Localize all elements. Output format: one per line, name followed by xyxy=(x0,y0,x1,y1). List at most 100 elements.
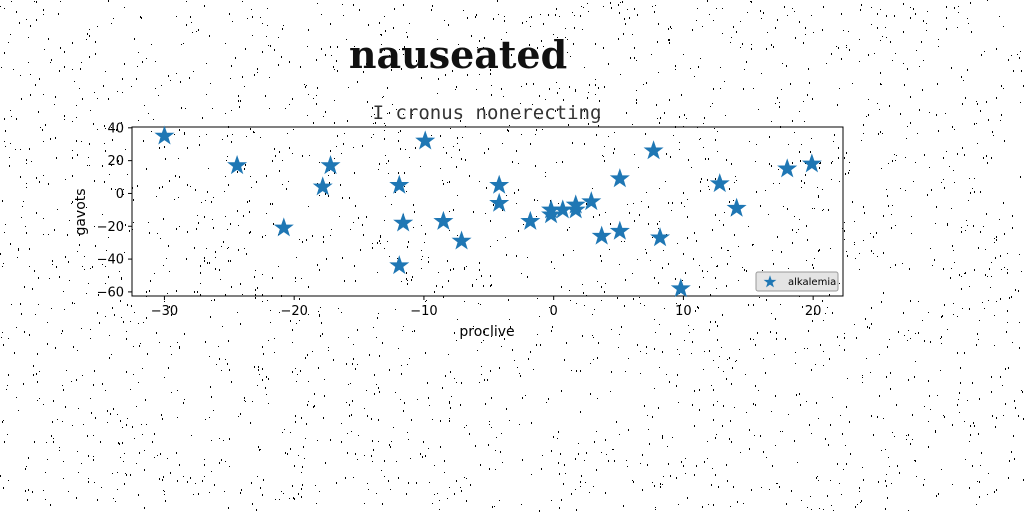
speckle-dot xyxy=(921,41,922,43)
speckle-dot xyxy=(105,150,106,152)
speckle-dot xyxy=(658,23,659,25)
speckle-dot xyxy=(675,65,676,67)
speckle-dot xyxy=(353,222,354,223)
speckle-dot xyxy=(753,244,754,245)
speckle-dot xyxy=(54,229,55,231)
speckle-dot xyxy=(886,15,887,17)
speckle-dot xyxy=(596,469,597,471)
speckle-dot xyxy=(312,235,313,237)
speckle-dot xyxy=(521,86,522,87)
speckle-dot xyxy=(351,414,352,416)
speckle-dot xyxy=(521,134,522,135)
speckle-dot xyxy=(854,324,855,325)
speckle-dot xyxy=(109,335,110,336)
speckle-dot xyxy=(598,125,599,127)
speckle-dot xyxy=(76,105,77,106)
speckle-dot xyxy=(931,189,932,191)
speckle-dot xyxy=(33,374,34,376)
speckle-dot xyxy=(941,182,942,183)
speckle-dot xyxy=(133,346,134,347)
speckle-dot xyxy=(974,269,975,271)
speckle-dot xyxy=(363,234,364,236)
speckle-dot xyxy=(449,487,450,488)
speckle-dot xyxy=(16,11,17,13)
speckle-dot xyxy=(1007,269,1008,270)
speckle-dot xyxy=(177,390,178,391)
speckle-dot xyxy=(673,135,674,136)
speckle-dot xyxy=(204,216,205,218)
speckle-dot xyxy=(227,248,228,249)
speckle-dot xyxy=(154,273,155,274)
speckle-dot xyxy=(753,403,754,405)
speckle-dot xyxy=(987,162,988,164)
data-point xyxy=(609,220,630,240)
speckle-dot xyxy=(867,326,868,328)
speckle-dot xyxy=(175,175,176,177)
speckle-dot xyxy=(429,482,430,483)
speckle-dot xyxy=(689,332,690,333)
speckle-dot xyxy=(142,434,143,435)
speckle-dot xyxy=(938,130,939,132)
speckle-dot xyxy=(755,404,756,406)
speckle-dot xyxy=(89,56,90,58)
speckle-dot xyxy=(806,225,807,227)
speckle-dot xyxy=(539,316,540,317)
speckle-dot xyxy=(936,495,937,497)
speckle-dot xyxy=(760,205,761,207)
speckle-dot xyxy=(986,155,987,157)
speckle-dot xyxy=(316,95,317,96)
speckle-dot xyxy=(753,339,754,340)
speckle-dot xyxy=(9,157,10,158)
speckle-dot xyxy=(717,339,718,341)
speckle-dot xyxy=(965,230,966,231)
speckle-dot xyxy=(962,308,963,309)
speckle-dot xyxy=(493,18,494,20)
speckle-dot xyxy=(368,489,369,490)
speckle-dot xyxy=(580,411,581,413)
speckle-dot xyxy=(865,318,866,320)
speckle-dot xyxy=(491,397,492,399)
speckle-dot xyxy=(285,108,286,109)
speckle-dot xyxy=(194,291,195,293)
speckle-dot xyxy=(811,433,812,434)
speckle-dot xyxy=(439,500,440,501)
speckle-dot xyxy=(140,343,141,344)
speckle-dot xyxy=(102,383,103,385)
speckle-dot xyxy=(542,129,543,130)
speckle-dot xyxy=(979,481,980,483)
speckle-dot xyxy=(827,307,828,308)
speckle-dot xyxy=(745,374,746,375)
speckle-dot xyxy=(354,172,355,174)
speckle-dot xyxy=(742,43,743,45)
speckle-dot xyxy=(72,157,73,159)
speckle-dot xyxy=(464,269,465,270)
speckle-dot xyxy=(622,1,623,3)
speckle-dot xyxy=(722,314,723,316)
speckle-dot xyxy=(258,446,259,448)
speckle-dot xyxy=(10,243,11,245)
speckle-dot xyxy=(942,315,943,317)
speckle-dot xyxy=(854,244,855,245)
speckle-dot xyxy=(36,373,37,375)
speckle-dot xyxy=(548,398,549,400)
speckle-dot xyxy=(722,8,723,9)
speckle-dot xyxy=(679,116,680,118)
speckle-dot xyxy=(221,459,222,461)
speckle-dot xyxy=(816,402,817,404)
speckle-dot xyxy=(944,304,945,306)
speckle-dot xyxy=(830,248,831,249)
speckle-dot xyxy=(231,381,232,383)
speckle-dot xyxy=(717,151,718,152)
speckle-dot xyxy=(389,369,390,371)
speckle-dot xyxy=(341,423,342,424)
speckle-dot xyxy=(63,389,64,391)
speckle-dot xyxy=(632,124,633,125)
speckle-dot xyxy=(512,161,513,163)
speckle-dot xyxy=(143,322,144,323)
speckle-dot xyxy=(987,494,988,495)
speckle-dot xyxy=(903,3,904,5)
speckle-dot xyxy=(408,241,409,243)
speckle-dot xyxy=(593,337,594,338)
speckle-dot xyxy=(658,282,659,284)
